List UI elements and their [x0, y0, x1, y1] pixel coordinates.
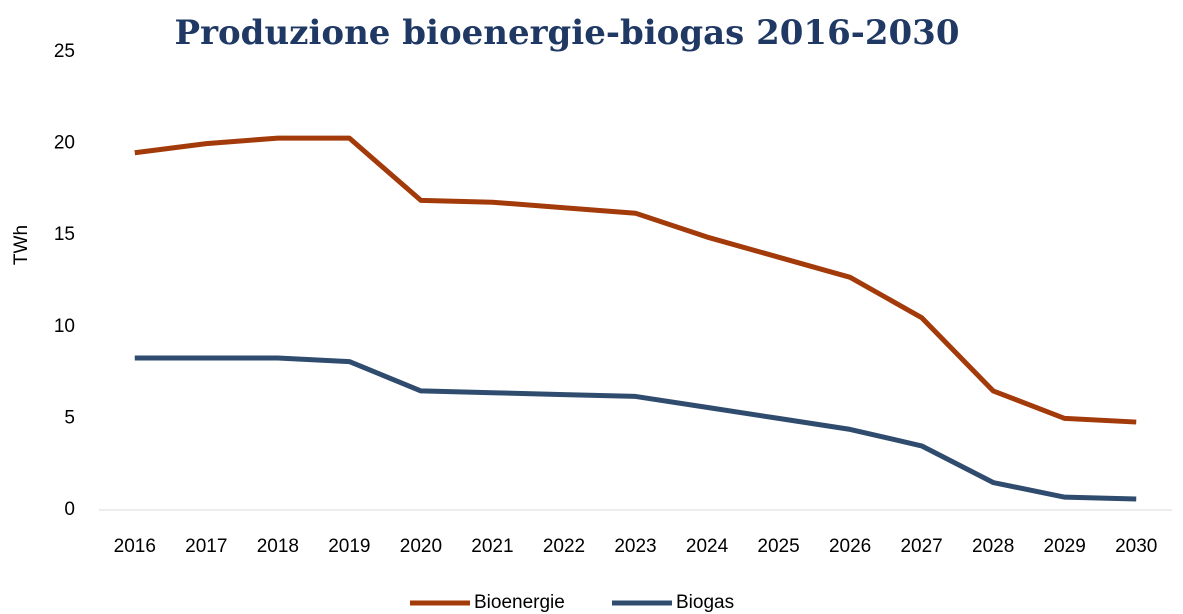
y-tick-label: 0 [64, 499, 75, 520]
x-tick-label: 2027 [900, 536, 942, 557]
y-axis-label: TWh [11, 225, 32, 265]
x-tick-label: 2019 [328, 536, 370, 557]
x-tick-label: 2026 [829, 536, 871, 557]
legend-label: Bioenergie [474, 592, 565, 613]
y-tick-label: 10 [54, 316, 75, 337]
y-tick-label: 20 [54, 133, 75, 154]
x-tick-label: 2025 [757, 536, 799, 557]
line-series [134, 355, 1137, 502]
x-tick-label: 2030 [1115, 536, 1157, 557]
chart-title: Produzione bioenergie-biogas 2016-2030 [175, 13, 960, 53]
y-tick-label: 5 [64, 407, 75, 428]
x-tick-label: 2018 [257, 536, 299, 557]
y-tick-label: 15 [54, 224, 75, 245]
y-tick-label: 25 [54, 41, 75, 62]
x-tick-label: 2020 [400, 536, 442, 557]
x-tick-label: 2021 [471, 536, 513, 557]
x-tick-label: 2029 [1044, 536, 1086, 557]
legend-label: Biogas [676, 592, 734, 613]
x-tick-label: 2023 [614, 536, 656, 557]
line-series [134, 135, 1137, 425]
x-tick-label: 2017 [185, 536, 227, 557]
x-tick-label: 2016 [114, 536, 156, 557]
x-tick-label: 2028 [972, 536, 1014, 557]
x-tick-label: 2024 [686, 536, 729, 557]
x-tick-label: 2022 [543, 536, 585, 557]
